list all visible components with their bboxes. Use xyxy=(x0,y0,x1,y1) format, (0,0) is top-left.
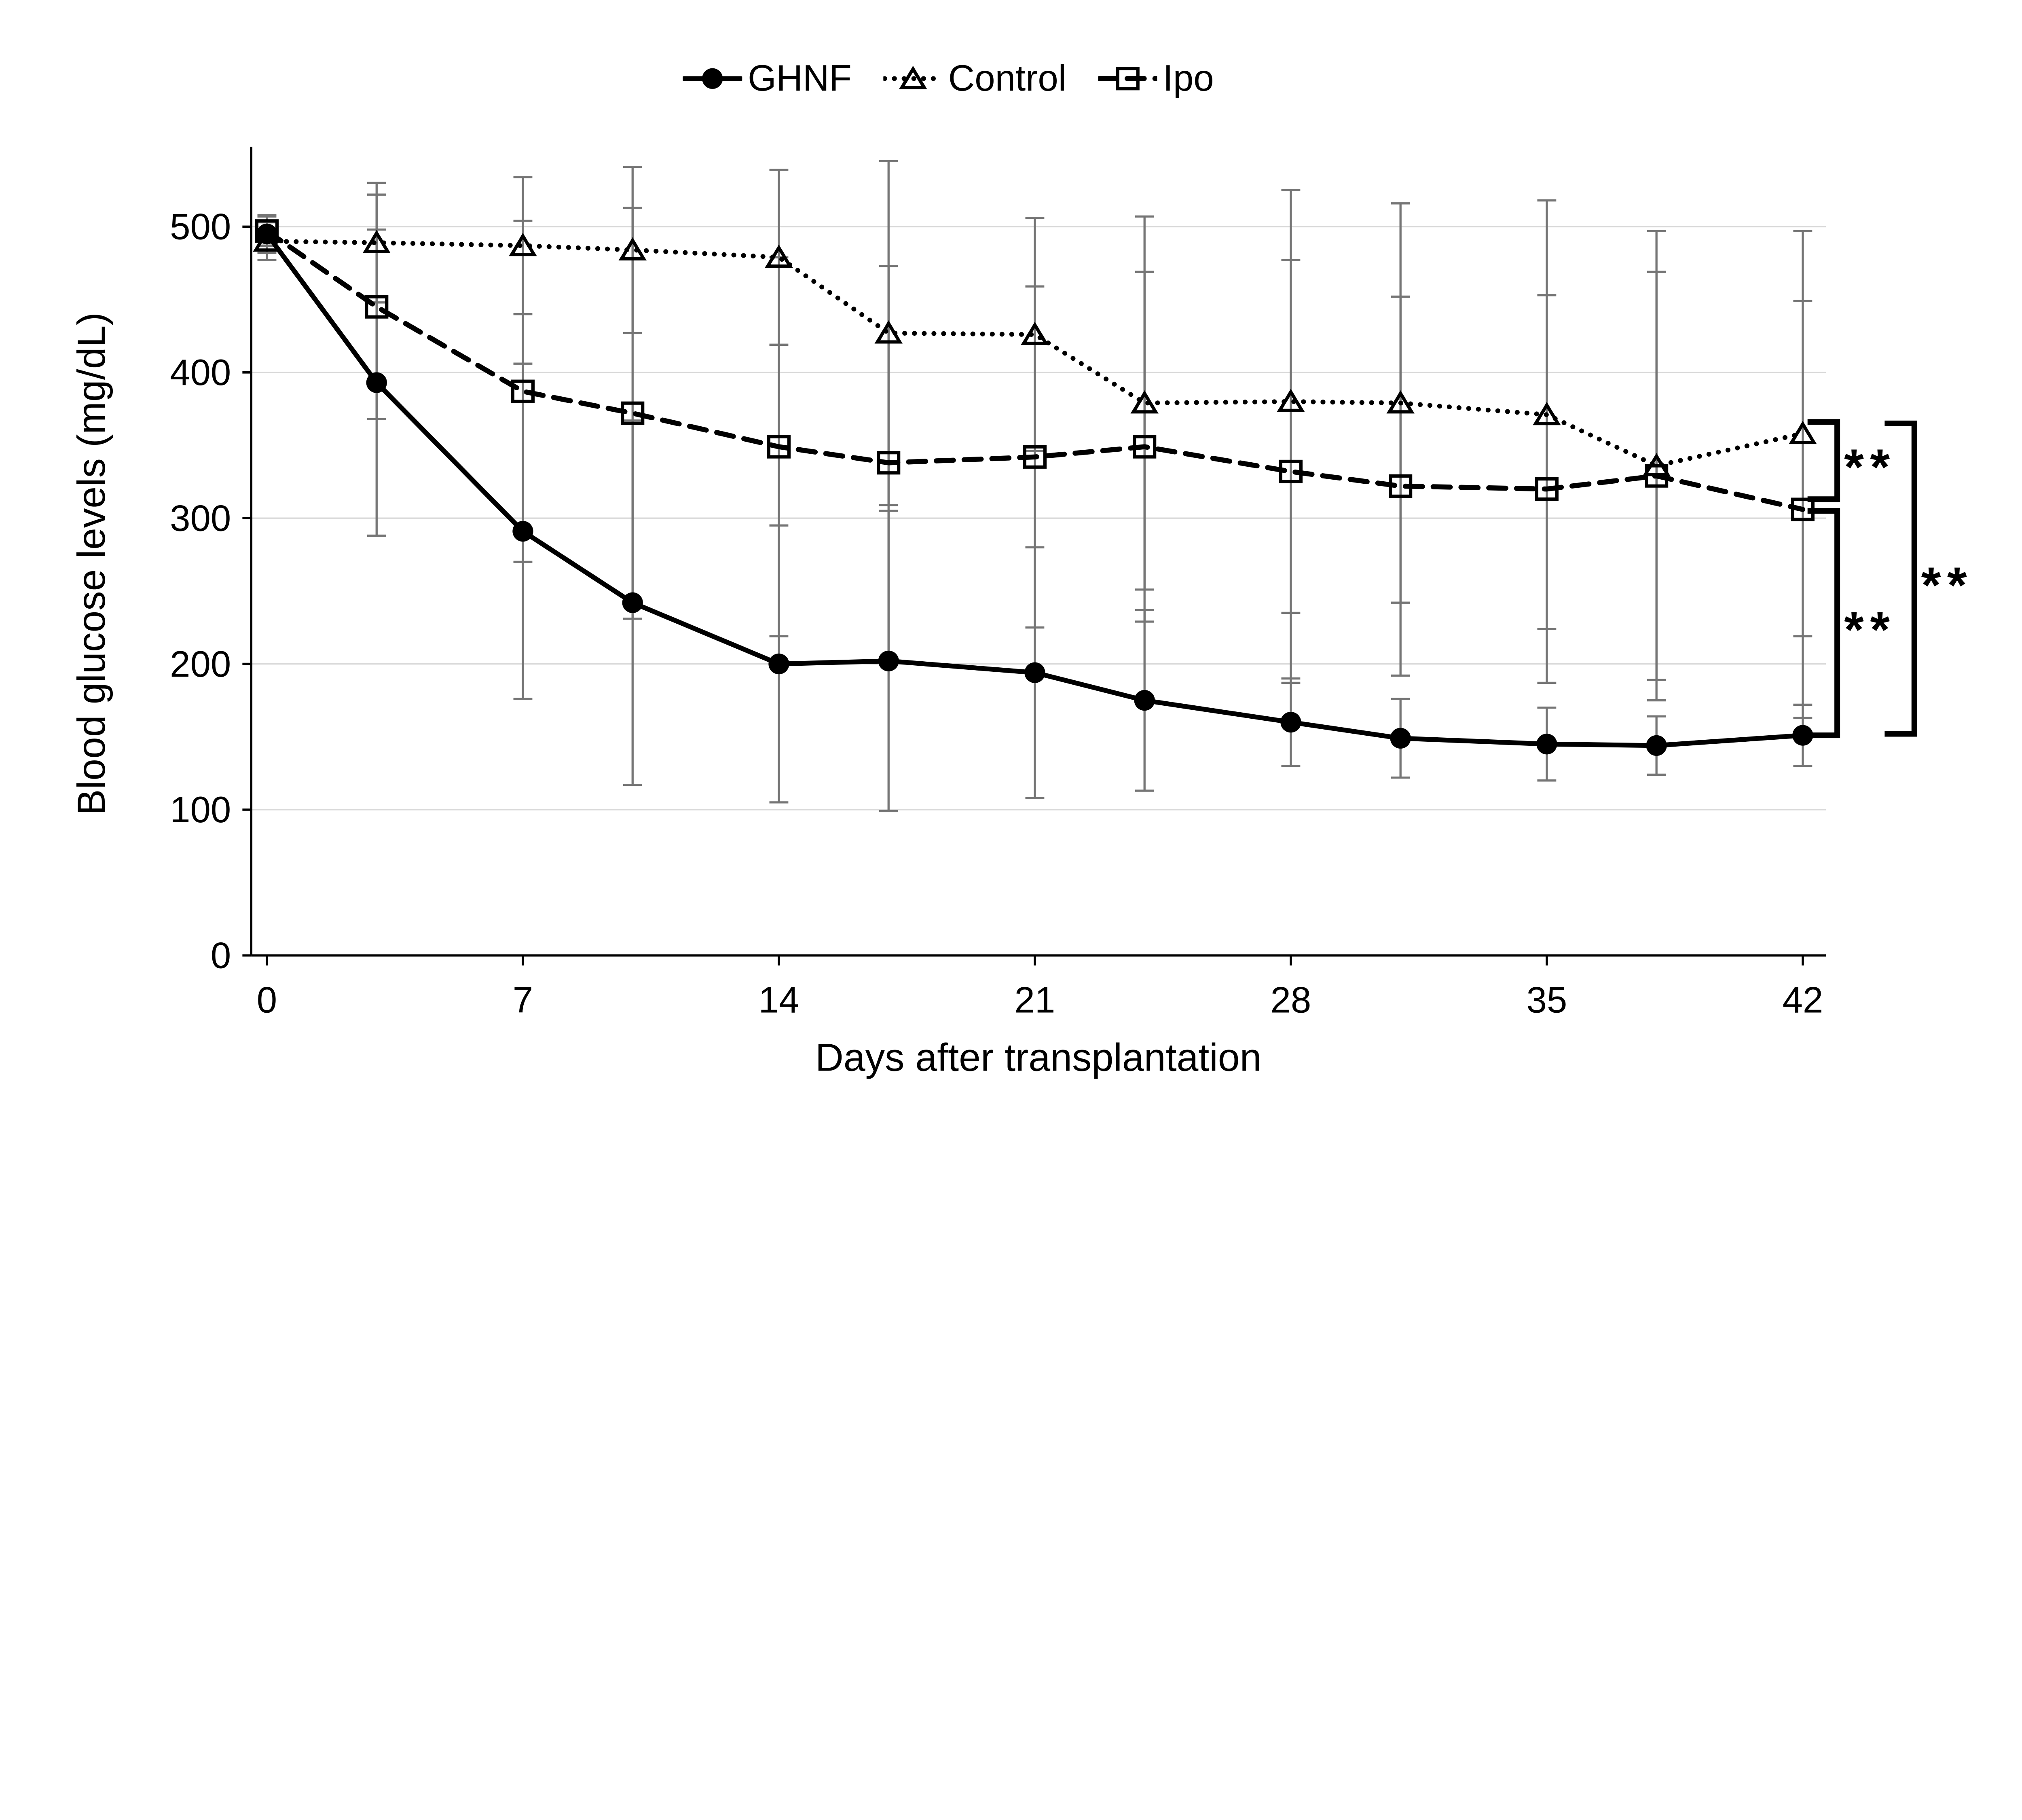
open-triangle-marker xyxy=(362,230,391,254)
legend-item-ipo: Ipo xyxy=(1098,58,1214,99)
open-square-marker xyxy=(1535,477,1559,501)
filled-circle-marker xyxy=(512,521,533,542)
open-triangle-marker xyxy=(1277,389,1305,412)
x-tick-label-14: 14 xyxy=(759,980,799,1020)
filled-circle-marker xyxy=(1134,690,1155,711)
filled-circle-marker xyxy=(878,650,899,671)
open-triangle-marker xyxy=(1130,390,1159,414)
filled-circle-marker xyxy=(768,653,789,675)
control-line xyxy=(264,239,1805,468)
x-tick-label-0: 0 xyxy=(257,980,277,1020)
legend-item-control: Control xyxy=(883,58,1066,99)
filled-circle-marker xyxy=(1536,734,1557,755)
open-triangle-marker xyxy=(1533,402,1561,425)
open-triangle-marker xyxy=(765,244,793,268)
y-tick-label-100: 100 xyxy=(170,789,231,830)
filled-circle-marker xyxy=(1646,735,1667,756)
y-axis-title: Blood glucose levels (mg/dL) xyxy=(69,312,113,815)
filled-circle-marker xyxy=(1390,728,1411,749)
filled-circle-marker xyxy=(702,68,723,89)
x-axis-title: Days after transplantation xyxy=(815,1035,1262,1079)
x-tick-label-7: 7 xyxy=(513,980,533,1020)
open-square-marker xyxy=(365,295,389,319)
y-tick-label-0: 0 xyxy=(211,935,231,976)
y-tick-label-500: 500 xyxy=(170,207,231,248)
control-dotted-line-open-triangle-icon xyxy=(883,66,943,89)
open-square-marker xyxy=(1645,464,1669,488)
open-triangle-marker xyxy=(1789,421,1817,444)
legend-label-ipo: Ipo xyxy=(1163,57,1214,99)
y-tick-label-200: 200 xyxy=(170,644,231,685)
filled-circle-marker xyxy=(1024,662,1045,683)
open-triangle-marker xyxy=(874,320,903,344)
legend-label-ghnf: GHNF xyxy=(748,57,852,99)
line-chart-canvas: 0 100 200 300 400 500 0 7 14 21 28 35 42 Days after t… xyxy=(69,146,1973,1079)
y-tick-label-400: 400 xyxy=(170,352,231,393)
open-square-marker xyxy=(767,435,791,459)
open-square-marker xyxy=(877,451,901,475)
ipo-line xyxy=(264,229,1806,512)
open-triangle-marker xyxy=(1386,390,1415,414)
open-triangle-marker xyxy=(1021,322,1049,345)
open-square-marker xyxy=(1116,66,1140,90)
filled-circle-marker xyxy=(622,592,643,613)
y-tick-label-300: 300 xyxy=(170,498,231,539)
sig-label-ipo-vs-ghnf: ** xyxy=(1844,602,1896,658)
open-triangle-marker xyxy=(509,233,537,256)
blood-glucose-line-chart-figure: 0 100 200 300 400 500 0 7 14 21 28 35 42 Days after t… xyxy=(16,6,2022,1144)
sig-bracket-control-vs-ipo xyxy=(1807,419,1840,502)
x-tick-label-28: 28 xyxy=(1271,980,1311,1020)
open-square-marker xyxy=(621,401,645,425)
legend-item-ghnf: GHNF xyxy=(683,58,852,99)
tick-labels: 0 100 200 300 400 500 0 7 14 21 28 35 42 xyxy=(170,207,1823,1021)
open-triangle-marker xyxy=(899,66,927,89)
filled-circle-marker xyxy=(366,372,387,393)
sig-label-control-vs-ghnf: ** xyxy=(1921,557,1973,614)
legend-label-control: Control xyxy=(948,57,1066,99)
x-tick-label-42: 42 xyxy=(1782,980,1823,1020)
sig-bracket-control-vs-ghnf xyxy=(1885,420,1917,737)
ghnf-solid-line-filled-circle-icon xyxy=(683,68,742,89)
sig-label-control-vs-ipo: ** xyxy=(1844,439,1896,495)
ipo-dashed-line-open-square-icon xyxy=(1098,66,1157,90)
open-square-marker xyxy=(1279,459,1303,483)
series-ghnf xyxy=(256,223,1813,756)
x-tick-label-21: 21 xyxy=(1015,980,1055,1020)
gridlines xyxy=(251,226,1826,811)
open-triangle-marker xyxy=(618,237,647,261)
axes xyxy=(242,146,1826,966)
filled-circle-marker xyxy=(1792,725,1813,746)
open-square-marker xyxy=(1389,474,1413,498)
open-square-marker xyxy=(1133,435,1157,459)
significance-annotations: ** ** ** xyxy=(1807,419,1973,739)
x-tick-label-35: 35 xyxy=(1526,980,1567,1020)
filled-circle-marker xyxy=(1280,712,1301,733)
sig-bracket-ipo-vs-ghnf xyxy=(1807,508,1840,739)
chart-legend: GHNF Control Ipo xyxy=(683,58,1214,99)
filled-circle-marker xyxy=(256,223,277,245)
open-square-marker xyxy=(511,379,535,403)
open-square-marker xyxy=(1023,445,1047,469)
series-ipo xyxy=(255,219,1815,521)
